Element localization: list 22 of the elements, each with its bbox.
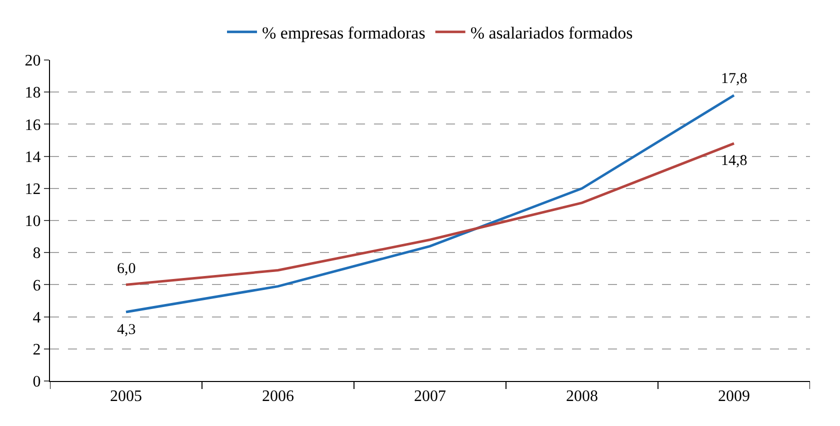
x-tick-label: 2006 <box>262 388 294 406</box>
y-tick-label: 6 <box>32 277 41 294</box>
legend-label: % asalariados formados <box>470 24 633 43</box>
y-tick-label: 18 <box>24 84 41 102</box>
y-tick-label: 10 <box>24 213 41 230</box>
y-tick-label: 14 <box>24 148 41 166</box>
x-tick-label: 2009 <box>718 388 750 406</box>
y-tick-label: 8 <box>32 245 41 262</box>
x-tick-label: 2008 <box>566 388 598 406</box>
y-tick-label: 0 <box>32 374 41 391</box>
data-label: 4,3 <box>117 322 136 338</box>
y-tick-label: 2 <box>32 342 41 358</box>
x-tick-label: 2007 <box>414 388 446 406</box>
legend-label: % empresas formadoras <box>262 24 426 43</box>
data-label: 6,0 <box>117 261 136 277</box>
x-tick-label: 2005 <box>110 388 142 406</box>
y-tick-label: 16 <box>24 116 41 134</box>
data-label: 17,8 <box>721 71 748 87</box>
y-tick-label: 20 <box>24 52 41 70</box>
y-tick-label: 12 <box>24 181 41 198</box>
data-label: 14,8 <box>721 153 748 169</box>
y-tick-label: 4 <box>32 309 41 326</box>
